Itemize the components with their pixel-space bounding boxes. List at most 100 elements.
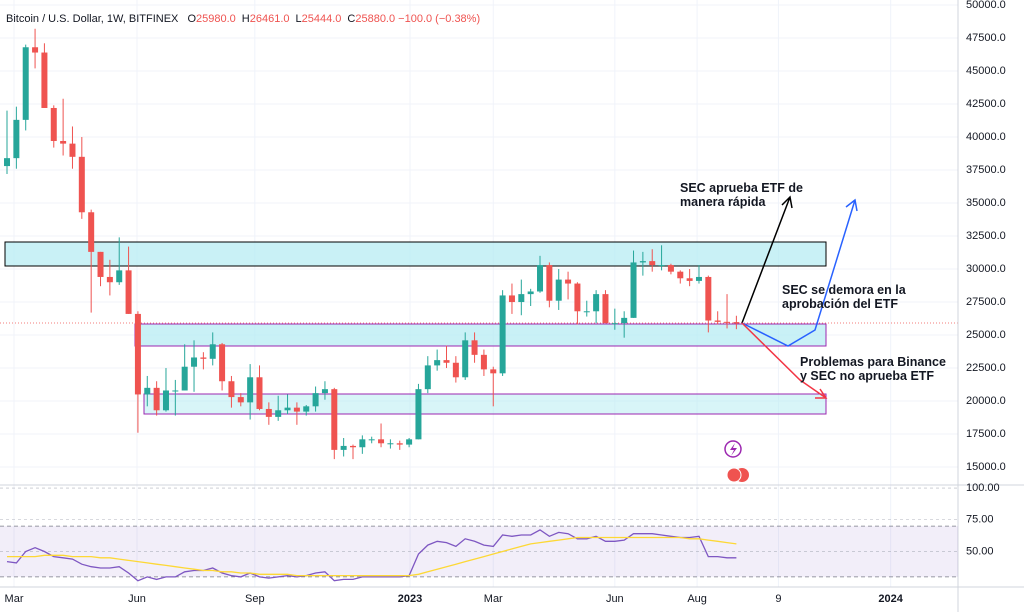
rsi-tick-label: 75.00 — [966, 514, 994, 526]
x-tick-label: 2023 — [398, 593, 422, 605]
candle-body — [162, 390, 169, 411]
y-tick-label: 40000.0 — [966, 131, 1006, 143]
candle-body — [368, 439, 375, 441]
annotation-text: aprobación del ETF — [782, 297, 898, 311]
lower-zone — [143, 393, 827, 415]
candle-body — [611, 323, 618, 325]
y-tick-label: 27500.0 — [966, 296, 1006, 308]
x-tick-label: Aug — [687, 593, 707, 605]
rsi-tick-label: 50.00 — [966, 545, 994, 557]
ohlc-value: 25980.0 — [196, 13, 236, 25]
candle-body — [4, 158, 11, 167]
candle-body — [247, 377, 254, 403]
candle-body — [630, 262, 637, 318]
candle-body — [733, 322, 740, 324]
annotation-text: Problemas para Binance — [800, 355, 946, 369]
y-tick-label: 17500.0 — [966, 428, 1006, 440]
arrow-up-slow — [741, 198, 858, 347]
candle-body — [724, 321, 731, 323]
y-tick-label: 25000.0 — [966, 329, 1006, 341]
candle-body — [144, 387, 151, 395]
candle-body — [340, 445, 347, 450]
candle-body — [452, 362, 459, 378]
y-tick-label: 47500.0 — [966, 32, 1006, 44]
ohlc-value: 26461.0 — [250, 13, 290, 25]
rsi-line — [6, 529, 737, 582]
candle-body — [321, 389, 328, 394]
y-tick-label: 20000.0 — [966, 395, 1006, 407]
candle-body — [69, 143, 76, 157]
candle-body — [209, 344, 216, 359]
candle-body — [490, 369, 497, 374]
candle-body — [378, 439, 385, 444]
candle-body — [97, 251, 104, 277]
candle-body — [60, 140, 67, 144]
candle-body — [537, 265, 544, 292]
annotation-text: manera rápida — [680, 195, 767, 209]
ohlc-label: O — [187, 13, 196, 25]
x-tick-label: Mar — [5, 593, 24, 605]
candle-body — [116, 270, 123, 283]
ohlc-value: 25880.0 — [355, 13, 395, 25]
y-tick-label: 37500.0 — [966, 164, 1006, 176]
x-tick-label: 9 — [775, 593, 781, 605]
candle-body — [686, 278, 693, 281]
candle-body — [424, 365, 431, 390]
candle-body — [237, 397, 244, 403]
ohlc: O25980.0 H26461.0 L25444.0 C25880.0 — [187, 13, 395, 25]
candle-body — [602, 294, 609, 324]
y-tick-label: 30000.0 — [966, 263, 1006, 275]
event-icons — [724, 440, 749, 483]
ohlc-label: C — [347, 13, 355, 25]
candle-body — [172, 390, 179, 392]
candle-body — [106, 276, 113, 283]
header-title: Bitcoin / U.S. Dollar, 1W, BITFINEX — [6, 13, 179, 25]
y-tick-label: 35000.0 — [966, 197, 1006, 209]
x-tick-label: 2024 — [878, 593, 903, 605]
candle-body — [228, 381, 235, 398]
candle-body — [499, 295, 506, 374]
candle-body — [658, 265, 665, 267]
candle-body — [462, 340, 469, 378]
candle-body — [546, 265, 553, 301]
y-tick-label: 32500.0 — [966, 230, 1006, 242]
candle-body — [88, 212, 95, 252]
candle-body — [667, 265, 674, 272]
candle-body — [275, 410, 282, 417]
candle-body — [387, 443, 394, 445]
candle-body — [480, 354, 487, 370]
candle-body — [396, 443, 403, 445]
candle-body — [200, 357, 207, 359]
rsi-line — [7, 536, 737, 577]
y-tick-label: 15000.0 — [966, 461, 1006, 473]
candles — [4, 28, 740, 460]
annotation-text: SEC se demora en la — [782, 283, 907, 297]
y-tick-label: 45000.0 — [966, 65, 1006, 77]
candle-body — [359, 439, 366, 448]
candle-body — [22, 47, 29, 120]
candle-body — [331, 389, 338, 450]
candle-body — [13, 119, 20, 159]
arrow-up-fast — [741, 195, 793, 324]
x-tick-label: Jun — [606, 593, 624, 605]
header: Bitcoin / U.S. Dollar, 1W, BITFINEX O259… — [6, 13, 480, 25]
candle-body — [443, 360, 450, 363]
candle-body — [527, 291, 534, 295]
change: −100.0 (−0.38%) — [398, 13, 480, 25]
candle-body — [583, 311, 590, 313]
candle-body — [677, 271, 684, 279]
y-tick-label: 50000.0 — [966, 0, 1006, 11]
candle-body — [312, 393, 319, 407]
arrow-down — [741, 322, 828, 399]
y-tick-label: 42500.0 — [966, 98, 1006, 110]
candle-body — [639, 261, 646, 263]
candle-body — [565, 279, 572, 284]
x-tick-label: Sep — [245, 593, 265, 605]
candle-body — [293, 407, 300, 412]
ohlc-value: 25444.0 — [302, 13, 342, 25]
candle-body — [219, 344, 226, 382]
candle-body — [649, 261, 656, 266]
candle-body — [508, 295, 515, 303]
